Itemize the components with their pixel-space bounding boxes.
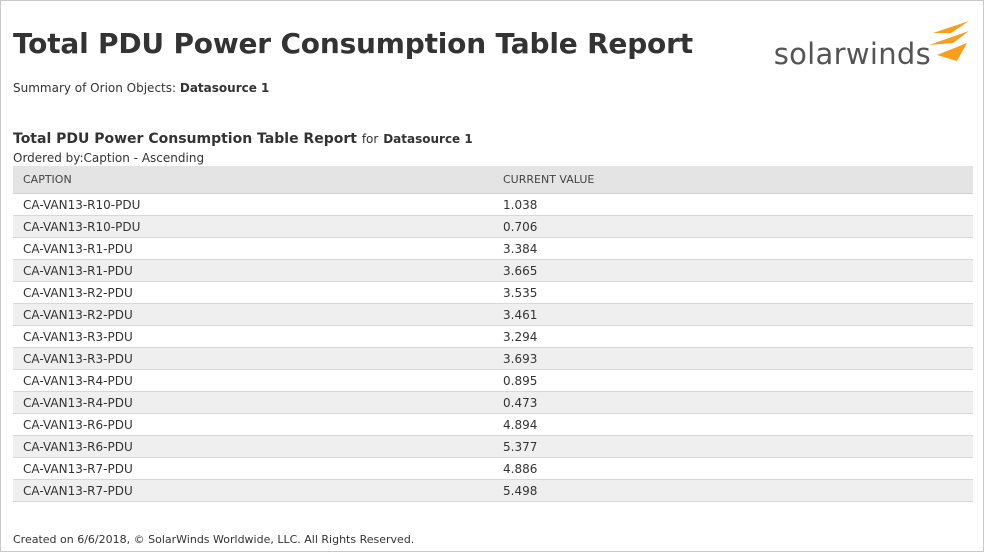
table-row: CA-VAN13-R7-PDU 5.498	[13, 479, 973, 502]
table-body: CA-VAN13-R10-PDU 1.038 CA-VAN13-R10-PDU 0.…	[13, 193, 973, 502]
table-row: CA-VAN13-R3-PDU 3.294	[13, 325, 973, 348]
table-title: Total PDU Power Consumption Table Report…	[13, 131, 473, 147]
table-row: CA-VAN13-R2-PDU 3.461	[13, 303, 973, 326]
summary-datasource: Datasource 1	[179, 81, 270, 95]
table-row: CA-VAN13-R2-PDU 3.535	[13, 281, 973, 304]
cell-caption: CA-VAN13-R3-PDU	[13, 347, 493, 370]
column-header-caption: CAPTION	[13, 166, 493, 194]
table-row: CA-VAN13-R10-PDU 1.038	[13, 193, 973, 216]
logo-text: solarwinds	[773, 37, 931, 71]
cell-caption: CA-VAN13-R4-PDU	[13, 391, 493, 414]
cell-caption: CA-VAN13-R7-PDU	[13, 457, 493, 480]
summary-label: Summary of Orion Objects:	[13, 81, 177, 95]
cell-caption: CA-VAN13-R2-PDU	[13, 303, 493, 326]
logo-flame-icon	[929, 21, 969, 61]
cell-current-value: 5.498	[493, 479, 973, 502]
cell-current-value: 5.377	[493, 435, 973, 458]
table-row: CA-VAN13-R4-PDU 0.895	[13, 369, 973, 392]
cell-caption: CA-VAN13-R4-PDU	[13, 369, 493, 392]
report-table: CAPTION CURRENT VALUE CA-VAN13-R10-PDU 1.…	[13, 166, 973, 502]
cell-current-value: 4.894	[493, 413, 973, 436]
cell-current-value: 3.693	[493, 347, 973, 370]
page-title: Total PDU Power Consumption Table Report	[13, 27, 693, 60]
table-row: CA-VAN13-R6-PDU 5.377	[13, 435, 973, 458]
cell-caption: CA-VAN13-R3-PDU	[13, 325, 493, 348]
cell-caption: CA-VAN13-R7-PDU	[13, 479, 493, 502]
table-row: CA-VAN13-R1-PDU 3.665	[13, 259, 973, 282]
cell-caption: CA-VAN13-R1-PDU	[13, 237, 493, 260]
cell-caption: CA-VAN13-R2-PDU	[13, 281, 493, 304]
cell-current-value: 0.473	[493, 391, 973, 414]
table-row: CA-VAN13-R1-PDU 3.384	[13, 237, 973, 260]
ordered-by: Ordered by:Caption - Ascending	[13, 151, 205, 165]
footer-text: Created on 6/6/2018, © SolarWinds Worldw…	[13, 533, 415, 546]
table-row: CA-VAN13-R7-PDU 4.886	[13, 457, 973, 480]
cell-current-value: 3.665	[493, 259, 973, 282]
summary-line: Summary of Orion Objects: Datasource 1	[13, 81, 269, 95]
cell-current-value: 0.895	[493, 369, 973, 392]
table-header-row: CAPTION CURRENT VALUE	[13, 166, 973, 194]
cell-caption: CA-VAN13-R1-PDU	[13, 259, 493, 282]
cell-current-value: 3.535	[493, 281, 973, 304]
table-row: CA-VAN13-R4-PDU 0.473	[13, 391, 973, 414]
table-row: CA-VAN13-R6-PDU 4.894	[13, 413, 973, 436]
column-header-current-value: CURRENT VALUE	[493, 166, 973, 194]
cell-current-value: 4.886	[493, 457, 973, 480]
table-row: CA-VAN13-R10-PDU 0.706	[13, 215, 973, 238]
cell-caption: CA-VAN13-R10-PDU	[13, 193, 493, 216]
cell-caption: CA-VAN13-R10-PDU	[13, 215, 493, 238]
table-title-datasource: Datasource 1	[383, 132, 473, 146]
cell-current-value: 0.706	[493, 215, 973, 238]
cell-caption: CA-VAN13-R6-PDU	[13, 435, 493, 458]
cell-caption: CA-VAN13-R6-PDU	[13, 413, 493, 436]
table-row: CA-VAN13-R3-PDU 3.693	[13, 347, 973, 370]
solarwinds-logo: solarwinds	[771, 21, 971, 73]
table-title-text: Total PDU Power Consumption Table Report	[13, 131, 357, 147]
cell-current-value: 1.038	[493, 193, 973, 216]
cell-current-value: 3.384	[493, 237, 973, 260]
cell-current-value: 3.294	[493, 325, 973, 348]
cell-current-value: 3.461	[493, 303, 973, 326]
table-title-for: for	[361, 132, 379, 146]
